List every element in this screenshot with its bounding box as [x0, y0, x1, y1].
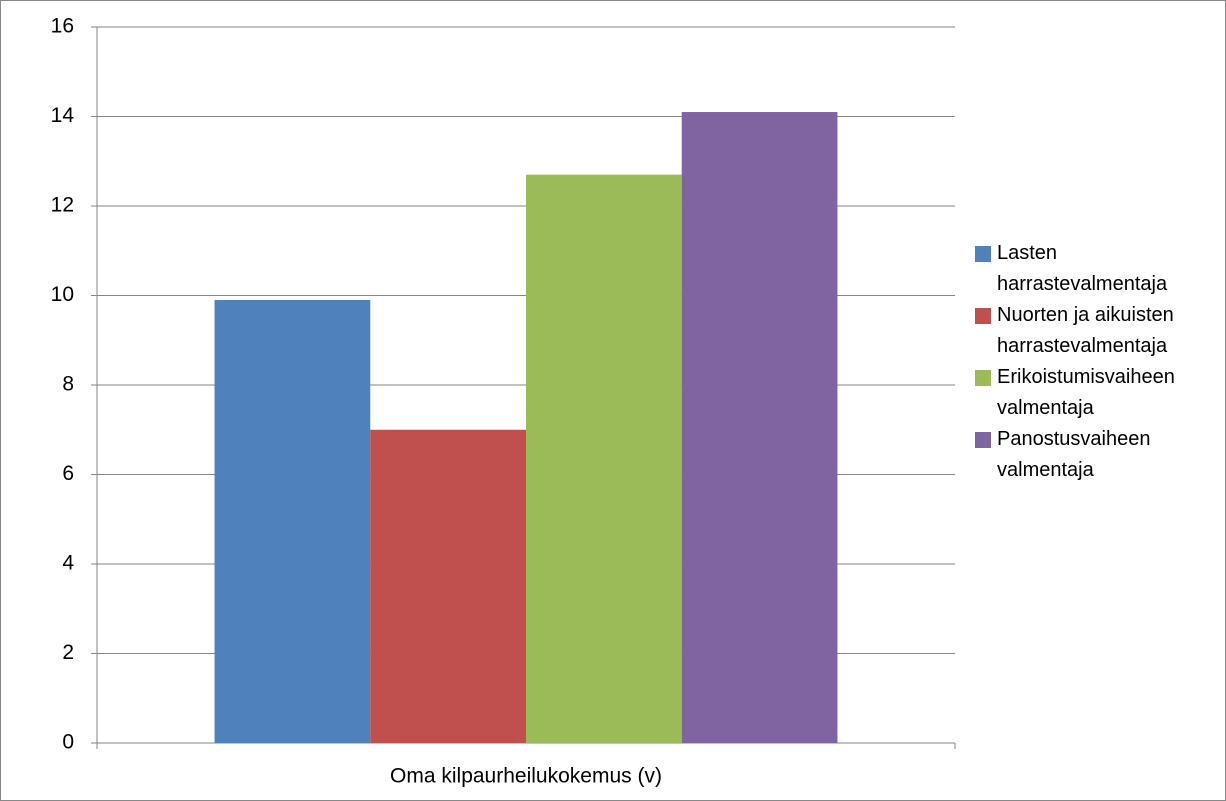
bar	[214, 299, 371, 743]
y-tick-label: 16	[51, 15, 74, 38]
legend-swatch	[975, 246, 991, 262]
legend-entry: Lasten harrastevalmentaja	[975, 238, 1205, 300]
bar	[370, 429, 526, 743]
legend-entry: Nuorten ja aikuisten harrastevalmentaja	[975, 300, 1205, 362]
bar	[681, 112, 838, 743]
legend: Lasten harrastevalmentaja Nuorten ja aiku…	[975, 238, 1205, 486]
y-tick-label: 12	[51, 194, 74, 217]
bar	[526, 174, 682, 744]
legend-swatch	[975, 308, 991, 324]
y-tick-label: 10	[51, 283, 74, 306]
legend-label: Erikoistumisvaiheen valmentaja	[997, 366, 1175, 419]
legend-entry: Erikoistumisvaiheen valmentaja	[975, 362, 1205, 424]
y-tick-label: 2	[62, 641, 74, 664]
legend-entry: Panostusvaiheen valmentaja	[975, 424, 1205, 486]
y-tick-label: 0	[62, 731, 74, 754]
y-tick-label: 6	[62, 462, 74, 485]
legend-label: Lasten harrastevalmentaja	[997, 242, 1168, 295]
y-tick-label: 8	[62, 373, 74, 396]
legend-swatch	[975, 370, 991, 386]
legend-swatch	[975, 432, 991, 448]
legend-label: Panostusvaiheen valmentaja	[997, 428, 1151, 481]
legend-label: Nuorten ja aikuisten harrastevalmentaja	[997, 304, 1174, 357]
x-tick-label: Oma kilpaurheilukokemus (v)	[390, 765, 662, 788]
y-tick-label: 14	[51, 104, 75, 127]
y-tick-label: 4	[62, 552, 74, 575]
